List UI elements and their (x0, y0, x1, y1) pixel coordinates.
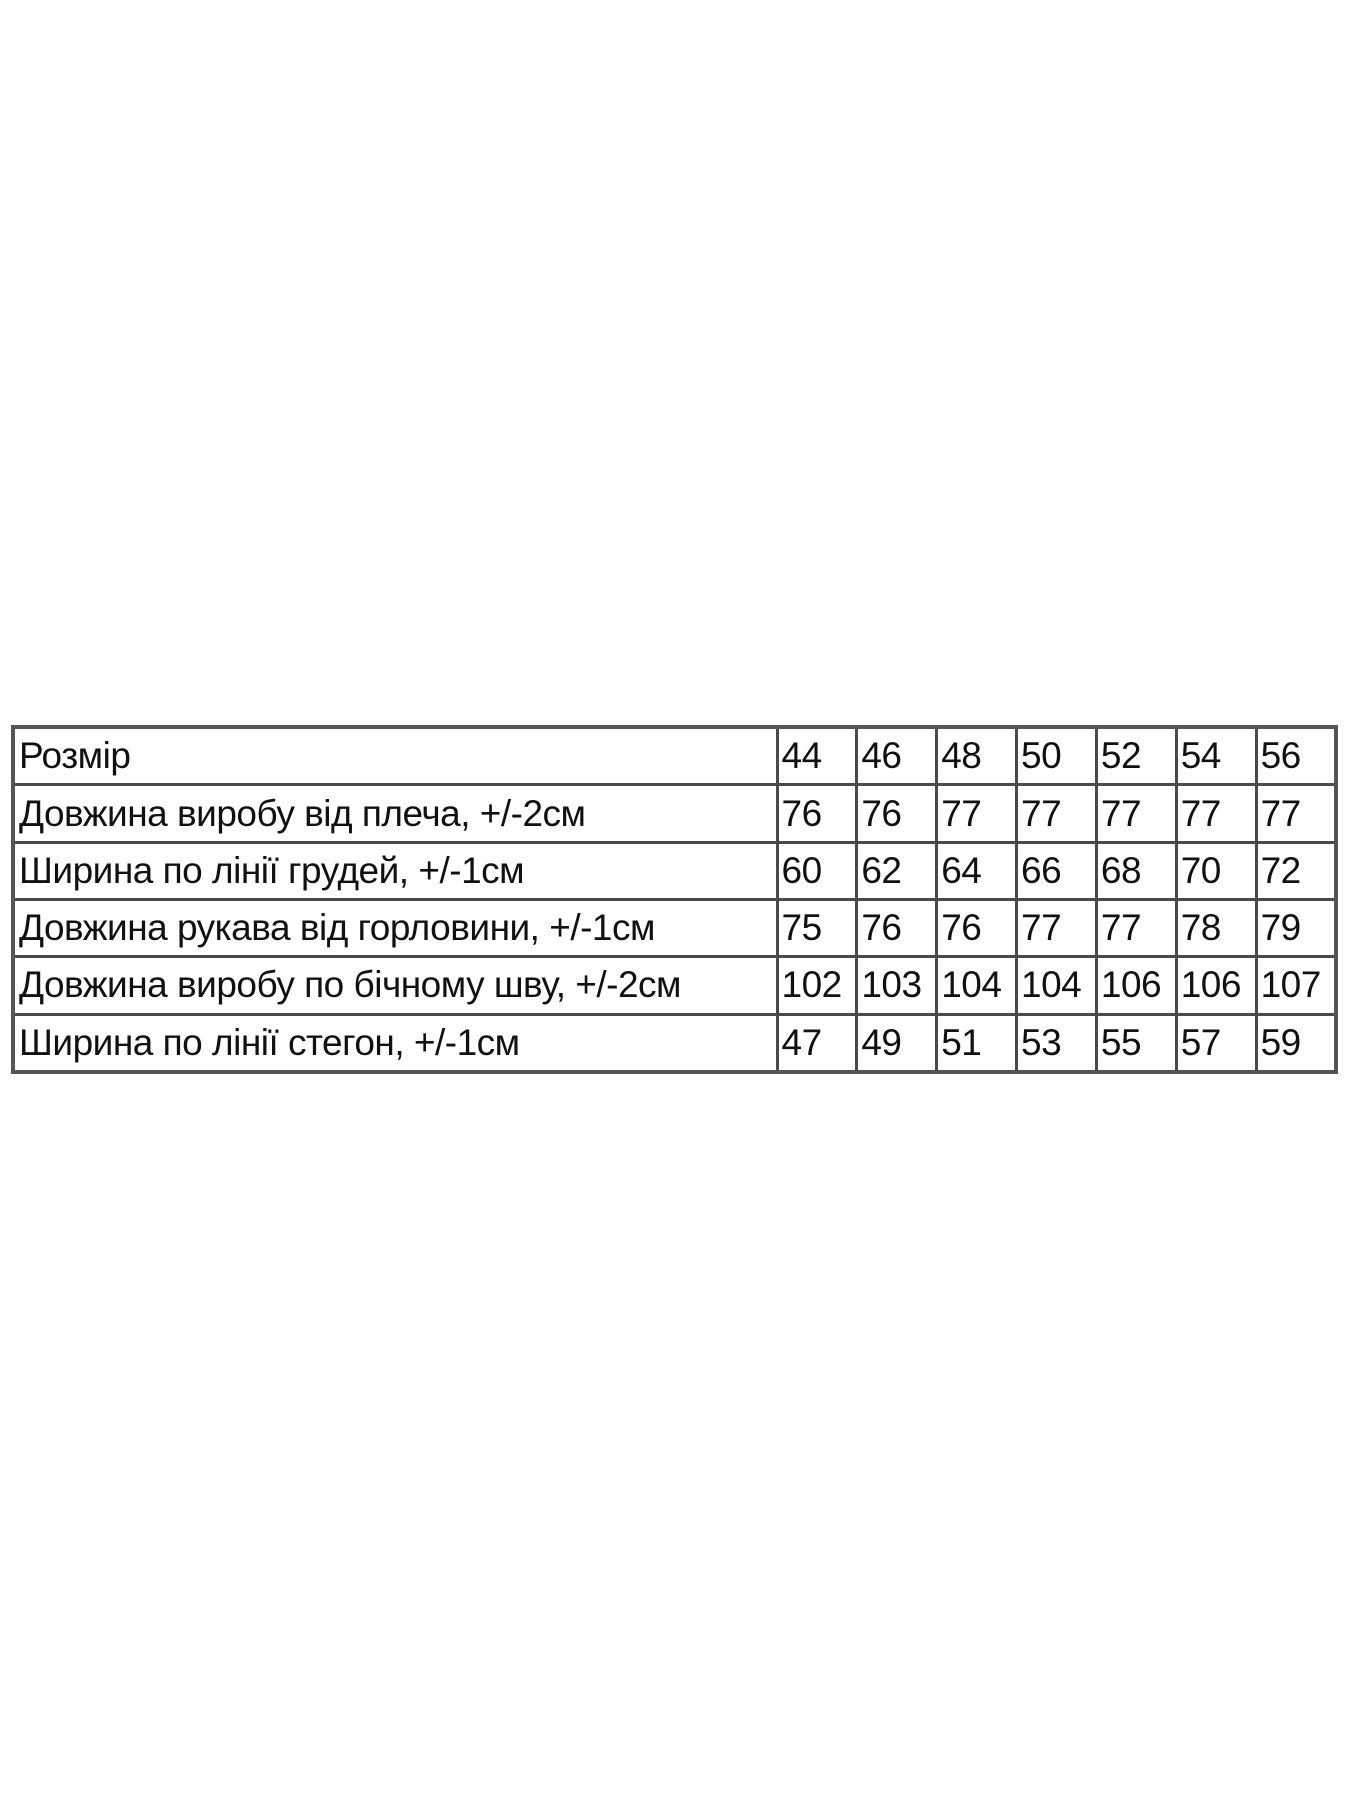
measurement-label: Довжина виробу від плеча, +/-2см (11, 783, 779, 844)
measurement-value: 76 (855, 897, 939, 959)
measurement-value: 77 (1094, 783, 1178, 844)
size-cell: 54 (1174, 725, 1258, 787)
measurement-value: 68 (1094, 840, 1178, 901)
measurement-value: 77 (1254, 783, 1338, 844)
measurement-value: 79 (1254, 897, 1338, 959)
size-cell: 46 (855, 725, 939, 787)
measurement-value: 102 (775, 955, 859, 1016)
measurement-label: Довжина рукава від горловини, +/-1см (11, 897, 779, 959)
measurement-label: Ширина по лінії грудей, +/-1см (11, 840, 779, 901)
measurement-value: 77 (1015, 783, 1098, 844)
measurement-value: 106 (1094, 955, 1178, 1016)
measurement-value: 106 (1174, 955, 1258, 1016)
measurement-value: 59 (1254, 1012, 1338, 1074)
measurement-value: 57 (1174, 1012, 1258, 1074)
measurement-value: 103 (855, 955, 939, 1016)
measurement-value: 75 (775, 897, 859, 959)
size-cell: 44 (775, 725, 859, 787)
measurement-value: 47 (775, 1012, 859, 1074)
measurement-label: Ширина по лінії стегон, +/-1см (11, 1012, 779, 1074)
measurement-value: 77 (1015, 897, 1098, 959)
size-cell: 52 (1094, 725, 1178, 787)
measurement-value: 66 (1015, 840, 1098, 901)
measurement-value: 76 (855, 783, 939, 844)
measurement-value: 53 (1015, 1012, 1098, 1074)
measurement-value: 60 (775, 840, 859, 901)
measurement-label: Довжина виробу по бічному шву, +/-2см (11, 955, 779, 1016)
measurement-row: Ширина по лінії стегон, +/-1см 47 49 51 53 55… (11, 1012, 1338, 1074)
measurement-value: 62 (855, 840, 939, 901)
header-label: Розмір (11, 725, 779, 787)
measurement-value: 72 (1254, 840, 1338, 901)
measurement-value: 49 (855, 1012, 939, 1074)
size-chart-table: Розмір 44 46 48 50 52 54 56 Довжина виробу від п… (11, 725, 1338, 1074)
measurement-value: 77 (935, 783, 1019, 844)
measurement-value: 76 (775, 783, 859, 844)
measurement-row: Довжина виробу від плеча, +/-2см 76 76 77 77… (11, 783, 1338, 844)
size-cell: 50 (1015, 725, 1098, 787)
size-cell: 56 (1254, 725, 1338, 787)
measurement-value: 77 (1094, 897, 1178, 959)
measurement-row: Довжина рукава від горловини, +/-1см 75 76… (11, 897, 1338, 959)
measurement-value: 64 (935, 840, 1019, 901)
measurement-value: 70 (1174, 840, 1258, 901)
measurement-value: 104 (935, 955, 1019, 1016)
measurement-value: 51 (935, 1012, 1019, 1074)
measurement-value: 104 (1015, 955, 1098, 1016)
size-cell: 48 (935, 725, 1019, 787)
measurement-value: 77 (1174, 783, 1258, 844)
measurement-row: Ширина по лінії грудей, +/-1см 60 62 64 66 68… (11, 840, 1338, 901)
measurement-value: 107 (1254, 955, 1338, 1016)
measurement-value: 55 (1094, 1012, 1178, 1074)
size-header-row: Розмір 44 46 48 50 52 54 56 (11, 725, 1338, 787)
measurement-value: 76 (935, 897, 1019, 959)
measurement-row: Довжина виробу по бічному шву, +/-2см 102… (11, 955, 1338, 1016)
measurement-value: 78 (1174, 897, 1258, 959)
